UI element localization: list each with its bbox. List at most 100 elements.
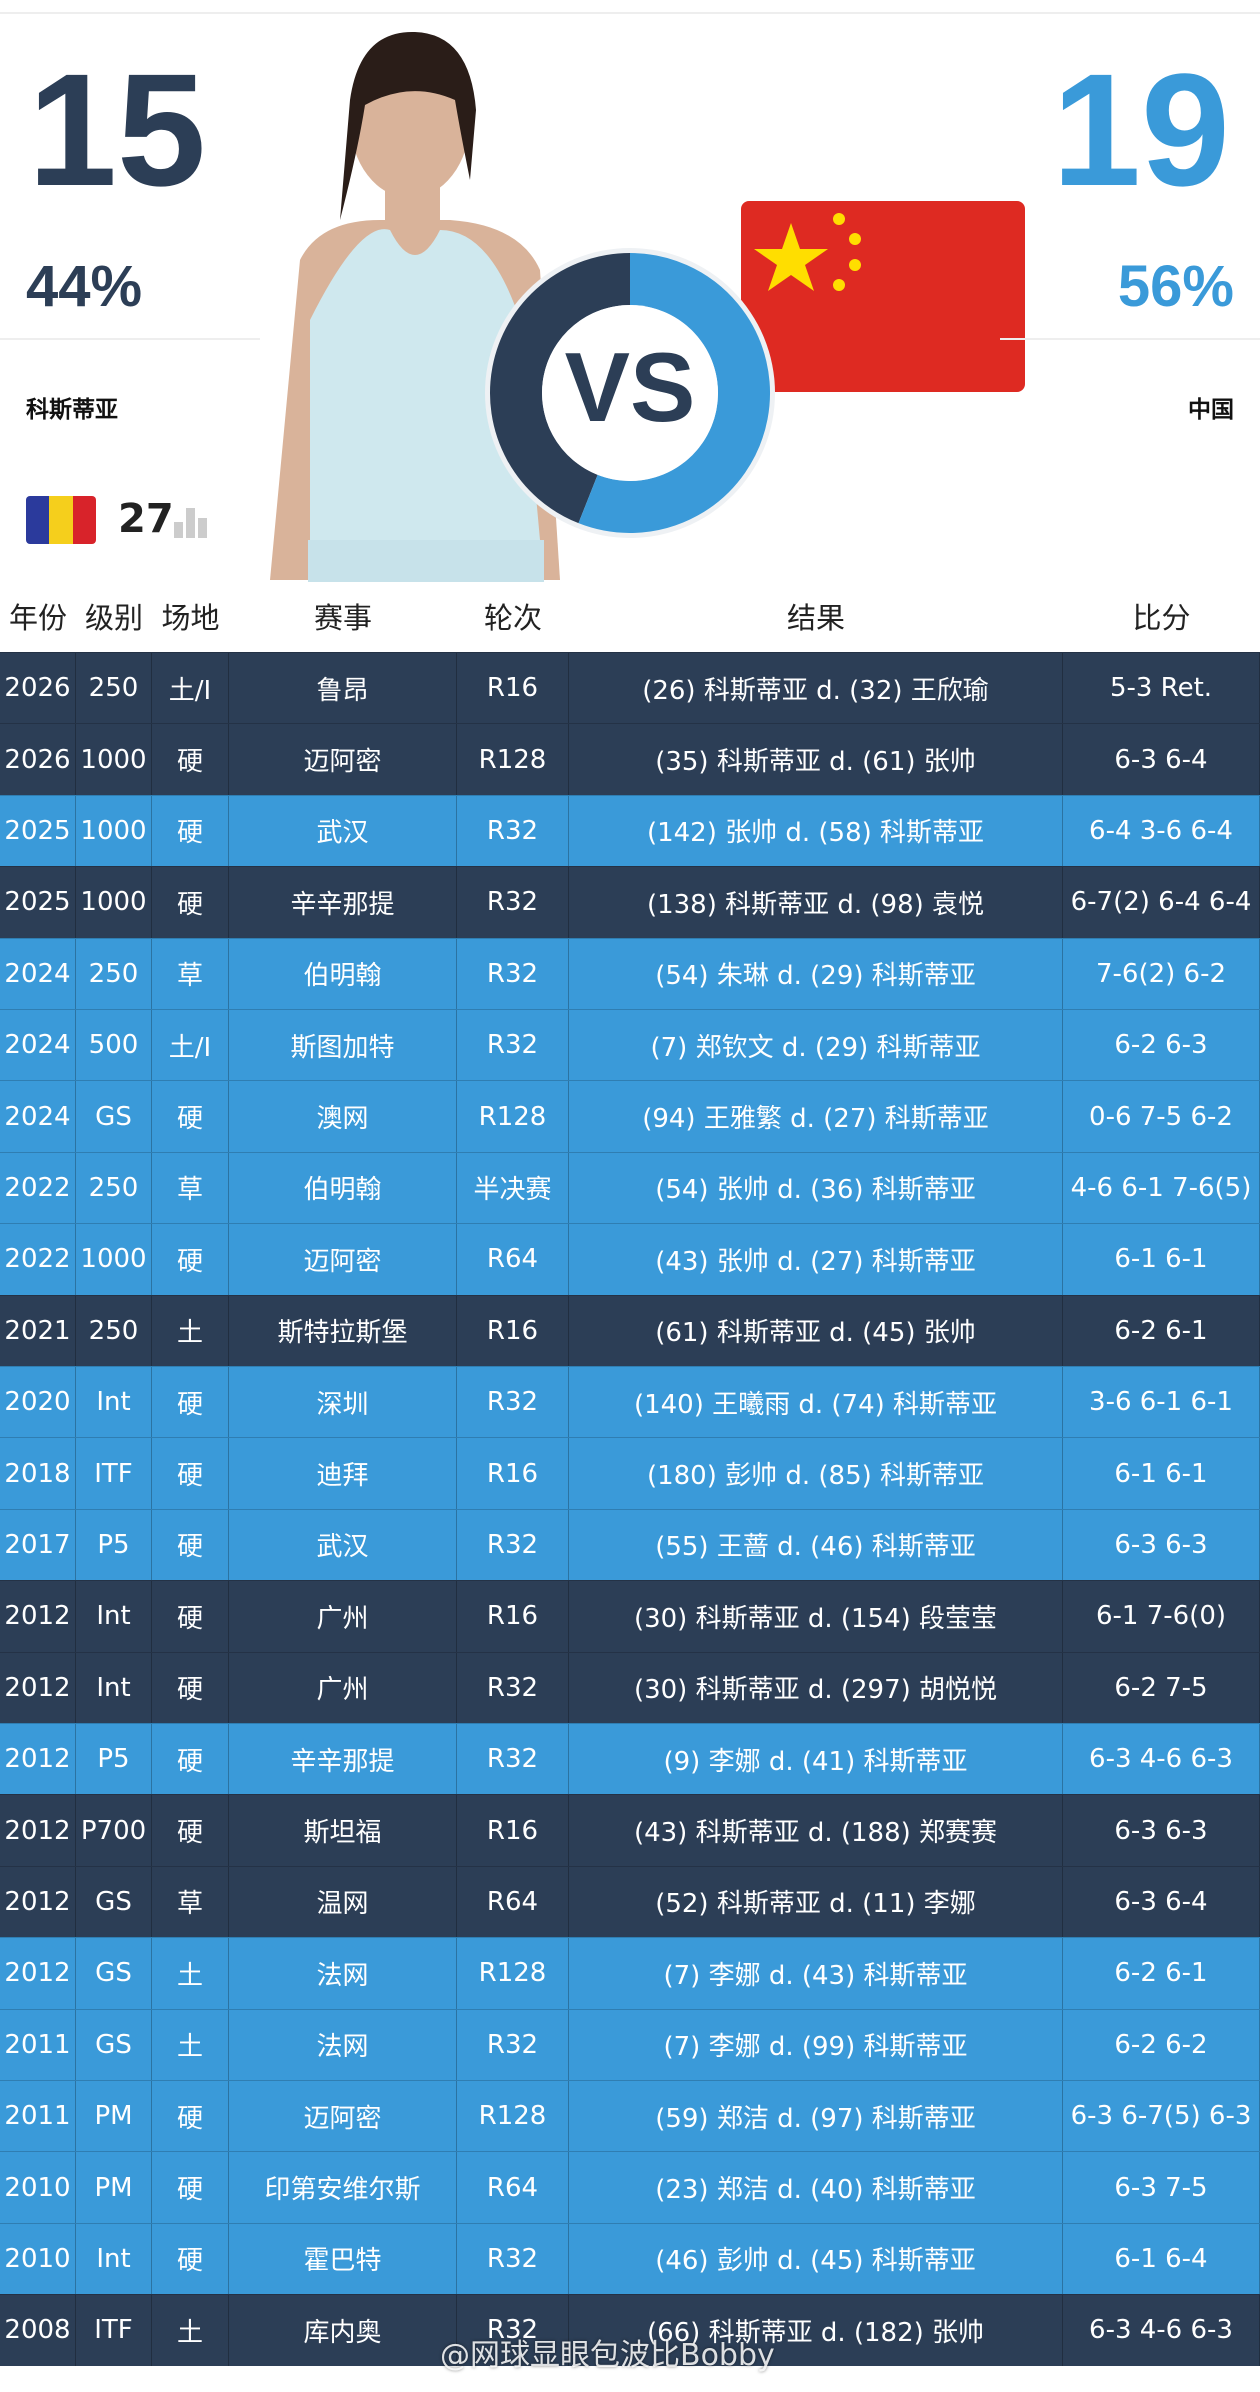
table-cell: 2022 <box>0 1152 76 1224</box>
table-cell: 6-3 6-4 <box>1063 724 1260 795</box>
table-cell: 草 <box>152 1152 229 1224</box>
column-header: 赛事 <box>313 601 372 635</box>
column-header: 比分 <box>1132 601 1191 635</box>
table-cell: (180) 彭帅 d. (85) 科斯蒂亚 <box>569 1438 1063 1509</box>
table-row: 2026 1000 硬迈阿密 R128 (35) 科斯蒂亚 d. (61) 张帅 6-3 … <box>0 723 1260 795</box>
column-header: 场地 <box>161 601 220 635</box>
table-cell: R16 <box>457 1581 569 1652</box>
table-cell: 6-2 6-1 <box>1063 1938 1260 2009</box>
table-cell: 6-2 7-5 <box>1063 1652 1260 1723</box>
vs-text: VS <box>565 332 696 442</box>
table-cell: 迪拜 <box>229 1438 457 1509</box>
table-cell: 硬 <box>152 2223 229 2295</box>
table-cell: R32 <box>457 1367 569 1438</box>
table-cell: 1000 <box>76 795 152 867</box>
table-cell: R32 <box>457 2009 569 2080</box>
table-cell: 硬 <box>152 2081 229 2152</box>
table-cell: 硬 <box>152 1224 229 1295</box>
table-cell: 土/I <box>152 653 229 724</box>
table-cell: (61) 科斯蒂亚 d. (45) 张帅 <box>569 1295 1063 1366</box>
table-cell: 2012 <box>0 1866 76 1938</box>
table-cell: 2020 <box>0 1367 76 1438</box>
table-row: 2026 250 土/I 鲁昂 R16 (26) 科斯蒂亚 d. (32) 王欣瑜 5-3 … <box>0 652 1260 724</box>
table-cell: 250 <box>76 653 152 724</box>
table-cell: 硬 <box>152 1652 229 1723</box>
table-cell: R16 <box>457 653 569 724</box>
table-cell: R32 <box>457 2223 569 2295</box>
table-cell: 6-2 6-1 <box>1063 1295 1260 1366</box>
table-cell: 硬 <box>152 1581 229 1652</box>
table-cell: (35) 科斯蒂亚 d. (61) 张帅 <box>569 724 1063 795</box>
table-cell: 土 <box>152 2295 229 2366</box>
top-rule <box>0 12 1260 14</box>
table-row: 2017 P5 硬武汉 R32 (55) 王蔷 d. (46) 科斯蒂亚 6-3 6-3 <box>0 1508 1260 1581</box>
right-score: 19 <box>1052 40 1230 219</box>
table-cell: 6-4 3-6 6-4 <box>1063 795 1260 867</box>
table-cell: 2021 <box>0 1295 76 1366</box>
table-cell: 6-3 4-6 6-3 <box>1063 2295 1260 2366</box>
table-cell: Int <box>76 1652 152 1723</box>
table-cell: 迈阿密 <box>229 2081 457 2152</box>
table-cell: (30) 科斯蒂亚 d. (154) 段莹莹 <box>569 1581 1063 1652</box>
table-cell: (140) 王曦雨 d. (74) 科斯蒂亚 <box>569 1367 1063 1438</box>
table-cell: (54) 朱琳 d. (29) 科斯蒂亚 <box>569 938 1063 1009</box>
table-cell: 土 <box>152 1295 229 1366</box>
table-cell: 霍巴特 <box>229 2223 457 2295</box>
table-cell: 斯特拉斯堡 <box>229 1295 457 1366</box>
table-cell: 广州 <box>229 1581 457 1652</box>
table-cell: (23) 郑洁 d. (40) 科斯蒂亚 <box>569 2152 1063 2223</box>
table-cell: R16 <box>457 1295 569 1366</box>
watermark: @网球显眼包波比Bobby <box>440 2338 775 2373</box>
table-row: 2018 ITF 硬迪拜 R16 (180) 彭帅 d. (85) 科斯蒂亚 6-1 6-… <box>0 1437 1260 1509</box>
table-row: 2025 1000 硬武汉 R32 (142) 张帅 d. (58) 科斯蒂亚 6-4 3… <box>0 794 1260 867</box>
table-cell: Int <box>76 2223 152 2295</box>
table-cell: 2012 <box>0 1581 76 1652</box>
table-cell: 250 <box>76 938 152 1009</box>
table-cell: (142) 张帅 d. (58) 科斯蒂亚 <box>569 795 1063 867</box>
table-cell: GS <box>76 1866 152 1938</box>
table-cell: (43) 张帅 d. (27) 科斯蒂亚 <box>569 1224 1063 1295</box>
table-cell: 2011 <box>0 2009 76 2080</box>
table-cell: 半决赛 <box>457 1152 569 1224</box>
table-row: 2011 GS 土法网 R32 (7) 李娜 d. (99) 科斯蒂亚 6-2 6-2 <box>0 2008 1260 2080</box>
table-cell: 硬 <box>152 724 229 795</box>
table-cell: 武汉 <box>229 795 457 867</box>
divider <box>1000 338 1260 340</box>
table-cell: R64 <box>457 1866 569 1938</box>
table-cell: 6-3 6-4 <box>1063 1866 1260 1938</box>
table-cell: 6-3 6-3 <box>1063 1509 1260 1581</box>
table-cell: Int <box>76 1581 152 1652</box>
table-cell: PM <box>76 2152 152 2223</box>
table-cell: 2010 <box>0 2152 76 2223</box>
table-row: 2024 250 草伯明翰 R32 (54) 朱琳 d. (29) 科斯蒂亚 7-6(2)… <box>0 937 1260 1009</box>
table-cell: 2024 <box>0 1081 76 1152</box>
table-cell: 6-1 6-1 <box>1063 1224 1260 1295</box>
table-cell: R16 <box>457 1795 569 1866</box>
table-row: 2012 GS 土法网 R128 (7) 李娜 d. (43) 科斯蒂亚 6-2 6-1 <box>0 1937 1260 2009</box>
table-cell: R16 <box>457 1438 569 1509</box>
table-cell: ITF <box>76 2295 152 2366</box>
table-cell: 法网 <box>229 1938 457 2009</box>
table-cell: R32 <box>457 938 569 1009</box>
table-cell: 2024 <box>0 1010 76 1081</box>
table-row: 2020 Int 硬深圳 R32 (140) 王曦雨 d. (74) 科斯蒂亚 3-6 6… <box>0 1366 1260 1438</box>
table-cell: 硬 <box>152 2152 229 2223</box>
table-cell: 硬 <box>152 1367 229 1438</box>
table-cell: 2022 <box>0 1224 76 1295</box>
table-cell: 6-1 6-1 <box>1063 1438 1260 1509</box>
column-header: 轮次 <box>483 601 542 635</box>
table-cell: 2010 <box>0 2223 76 2295</box>
player-photo <box>270 31 560 582</box>
table-row: 2012 GS 草温网 R64 (52) 科斯蒂亚 d. (11) 李娜 6-3 6-4 <box>0 1865 1260 1938</box>
table-cell: (7) 郑钦文 d. (29) 科斯蒂亚 <box>569 1010 1063 1081</box>
table-row: 2025 1000 硬辛辛那提 R32 (138) 科斯蒂亚 d. (98) 袁悦 6-7… <box>0 866 1260 938</box>
table-cell: Int <box>76 1367 152 1438</box>
table-cell: PM <box>76 2081 152 2152</box>
column-header: 年份 <box>8 601 67 635</box>
table-cell: 1000 <box>76 867 152 938</box>
table-cell: 深圳 <box>229 1367 457 1438</box>
table-cell: R32 <box>457 1509 569 1581</box>
table-row: 2010 Int 硬霍巴特 R32 (46) 彭帅 d. (45) 科斯蒂亚 6-1 6-… <box>0 2222 1260 2295</box>
left-name: 科斯蒂亚 <box>26 397 118 423</box>
table-cell: 法网 <box>229 2009 457 2080</box>
